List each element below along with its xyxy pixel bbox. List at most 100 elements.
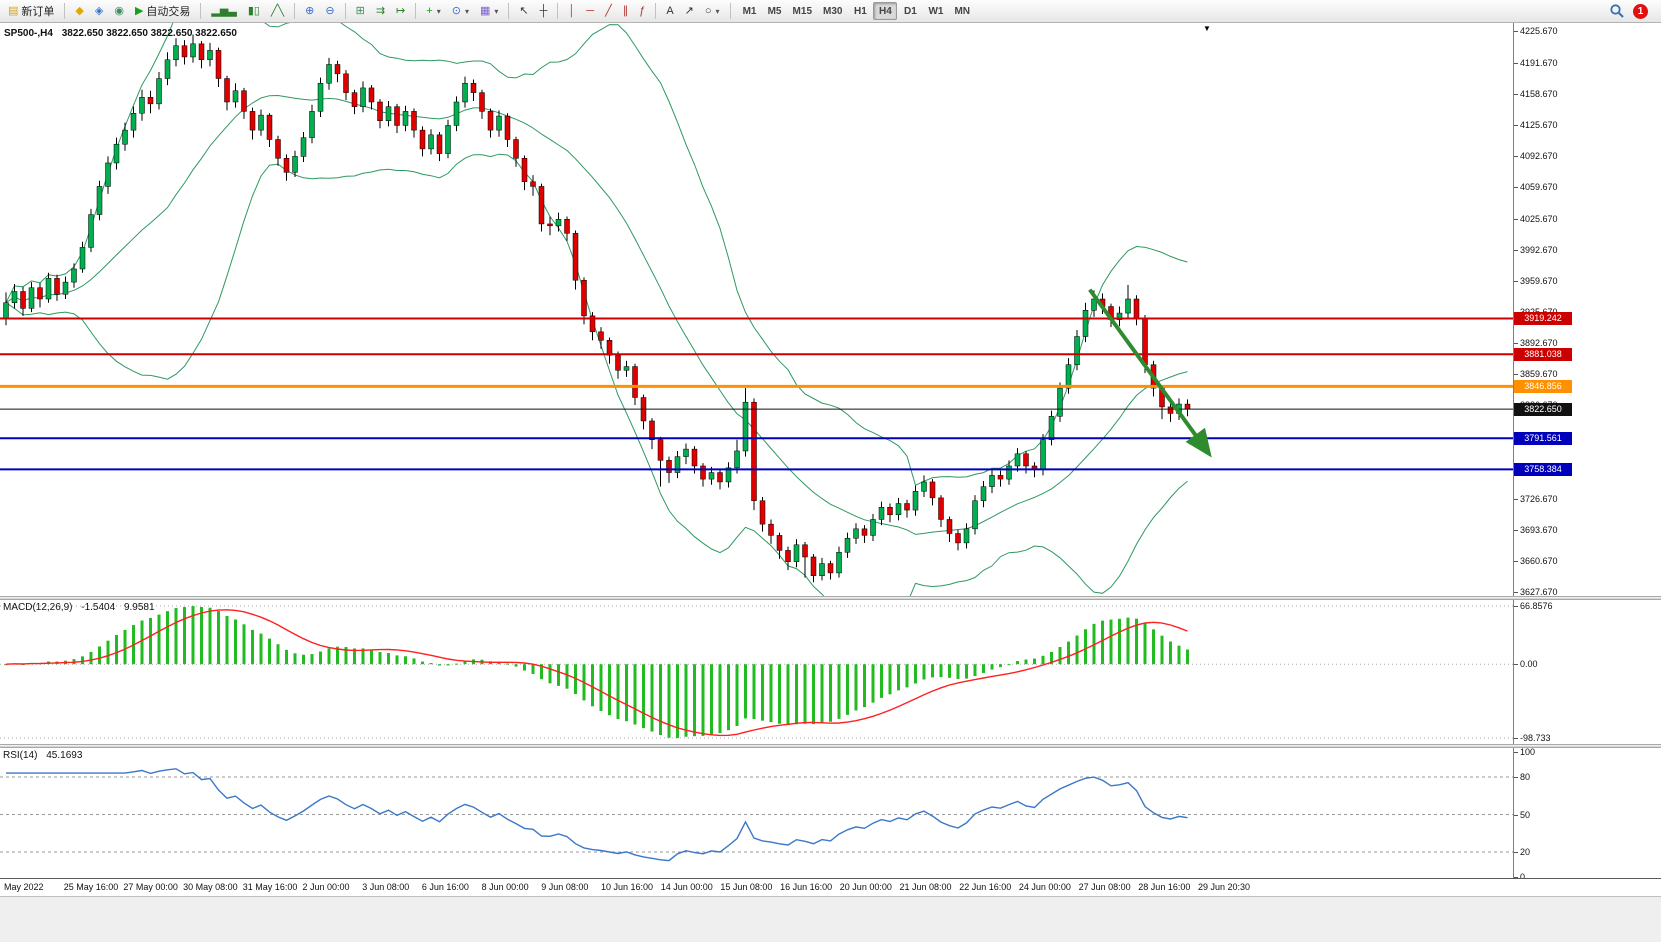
scale-tick-mark: [1514, 218, 1518, 220]
tile-windows-button[interactable]: ⊞: [351, 2, 370, 21]
vertical-line-icon: │: [568, 4, 576, 17]
panel-splitter[interactable]: [0, 596, 1661, 600]
chart-shift-button[interactable]: ↦: [391, 2, 410, 21]
timeframe-mn-button[interactable]: MN: [949, 2, 975, 20]
macd-panel-canvas[interactable]: [0, 600, 1513, 744]
trendline-button[interactable]: ╱: [600, 2, 617, 21]
templates-button[interactable]: ▦ ▾: [475, 2, 503, 21]
navigator-button[interactable]: ◉: [109, 2, 129, 21]
price-tick-label: 4225.670: [1520, 26, 1558, 36]
template-icon: ▦: [479, 4, 491, 17]
timeframe-h4-button[interactable]: H4: [873, 2, 898, 20]
bar-chart-button[interactable]: ▂▅▃: [206, 2, 241, 21]
fibonacci-icon: ƒ: [639, 4, 646, 17]
macd-scale-label: 66.8576: [1520, 601, 1553, 611]
scale-tick-mark: [1514, 249, 1518, 251]
indicators-button[interactable]: + ▾: [421, 2, 445, 21]
data-window-button[interactable]: ◈: [90, 2, 108, 21]
scale-tick-mark: [1514, 280, 1518, 282]
main-chart-canvas[interactable]: [0, 23, 1513, 596]
chart-shift-icon: ↦: [396, 4, 406, 17]
panel-splitter[interactable]: [0, 744, 1661, 748]
rsi-indicator-label: RSI(14) 45.1693: [3, 750, 82, 761]
scale-tick-mark: [1514, 93, 1518, 95]
line-chart-icon: ╱╲: [270, 4, 285, 17]
zoom-out-button[interactable]: ⊖: [320, 2, 339, 21]
market-watch-button[interactable]: ◆: [70, 2, 88, 21]
notification-count: 1: [1637, 5, 1644, 17]
price-tick-label: 4059.670: [1520, 181, 1558, 192]
text-tool-button[interactable]: A: [661, 2, 678, 21]
indicators-plus-icon: +: [426, 4, 433, 17]
time-axis-label: 8 Jun 00:00: [481, 882, 529, 892]
toolbar-separator: [655, 3, 657, 19]
timeframe-d1-button[interactable]: D1: [898, 2, 922, 20]
rsi-line: [6, 768, 1188, 862]
crosshair-button[interactable]: ┼: [535, 2, 553, 21]
rsi-panel-canvas[interactable]: [0, 748, 1513, 878]
chevron-down-icon: ▾: [464, 6, 469, 16]
toolbar-separator: [557, 3, 559, 19]
shapes-button[interactable]: ○ ▾: [700, 2, 725, 21]
timeframe-m5-button[interactable]: M5: [763, 2, 787, 20]
price-tick-label: 3627.670: [1520, 587, 1558, 597]
periods-button[interactable]: ⊙ ▾: [447, 2, 474, 21]
price-scale[interactable]: 4225.670 4191.670 4158.670 4125.670 4092.670…: [1513, 23, 1661, 896]
rsi-name: RSI(14): [3, 750, 38, 761]
scale-tick-mark: [1514, 561, 1518, 563]
horizontal-line-icon: ─: [586, 4, 595, 17]
notification-badge[interactable]: 1: [1633, 3, 1648, 19]
price-tick-label: 4158.670: [1520, 88, 1558, 99]
price-tick-label: 4025.670: [1520, 213, 1558, 224]
auto-scroll-icon: ⇉: [375, 4, 386, 17]
chevron-down-icon: ▾: [436, 6, 441, 16]
price-tick-label: 4092.670: [1520, 150, 1558, 161]
shapes-icon: ○: [704, 4, 712, 17]
zoom-in-button[interactable]: ⊕: [300, 2, 319, 21]
timeframe-w1-button[interactable]: W1: [923, 2, 948, 20]
price-badge-3846.856: 3846.856: [1514, 379, 1572, 393]
clock-icon: ⊙: [451, 4, 461, 17]
time-axis-label: 15 Jun 08:00: [720, 882, 773, 892]
toolbar-separator: [64, 3, 66, 19]
timeframe-m1-button[interactable]: M1: [738, 2, 762, 20]
globe-icon: ◉: [114, 4, 124, 17]
autotrading-button[interactable]: ▶ 自动交易: [130, 2, 195, 21]
bottom-strip: [0, 896, 1661, 942]
scale-tick-mark: [1514, 777, 1518, 778]
time-axis-label: 29 Jun 20:30: [1198, 882, 1251, 892]
candles: [3, 34, 1191, 583]
chevron-down-icon: ▾: [494, 6, 499, 16]
chart-shift-marker-icon: ▼: [1203, 24, 1211, 33]
auto-scroll-button[interactable]: ⇉: [371, 2, 390, 21]
horizontal-line-button[interactable]: ─: [581, 2, 599, 21]
time-axis-label: 31 May 16:00: [242, 882, 298, 892]
price-tick-label: 3693.670: [1520, 525, 1558, 536]
price-tick-label: 3892.670: [1520, 338, 1558, 349]
time-axis-label: 3 Jun 08:00: [362, 882, 410, 892]
timeframe-h1-button[interactable]: H1: [848, 2, 872, 20]
cursor-button[interactable]: ↖: [514, 2, 533, 21]
fibonacci-button[interactable]: ƒ: [634, 2, 650, 21]
toolbar-button-group: ▤ 新订单 ◆ ◈ ◉ ▶ 自动交易 ▂▅▃ ▮▯ ╱╲ ⊕ ⊖ ⊞ ⇉ ↦ + ▾ ⊙ ▾ ▦ ▾ ↖ ┼ │ ─ ╱ ∥ ƒ A ↗ ○…: [3, 2, 735, 21]
timeframe-m30-button[interactable]: M30: [818, 2, 847, 20]
autotrading-button-label: 自动交易: [146, 6, 191, 18]
macd-name: MACD(12,26,9): [3, 602, 73, 613]
macd-signal-line: [5, 609, 1188, 737]
line-chart-button[interactable]: ╱╲: [266, 2, 289, 21]
time-axis-label: 24 Jun 00:00: [1018, 882, 1071, 892]
new-order-button[interactable]: ▤ 新订单: [3, 2, 59, 21]
trend-arrow[interactable]: [1088, 288, 1212, 458]
timeframe-m15-button[interactable]: M15: [788, 2, 817, 20]
search-icon[interactable]: [1609, 3, 1625, 19]
time-axis-label: 21 Jun 08:00: [899, 882, 952, 892]
candlestick-chart-button[interactable]: ▮▯: [243, 2, 265, 21]
scale-tick-mark: [1514, 877, 1518, 878]
arrow-tool-button[interactable]: ↗: [680, 2, 699, 21]
time-axis[interactable]: May 2022 25 May 16:00 27 May 00:00 30 May 0…: [0, 878, 1661, 896]
channel-button[interactable]: ∥: [618, 2, 634, 21]
vertical-line-button[interactable]: │: [563, 2, 580, 21]
scale-tick-mark: [1514, 155, 1518, 157]
price-badge-3791.561: 3791.561: [1514, 431, 1572, 445]
tile-windows-icon: ⊞: [355, 4, 365, 17]
